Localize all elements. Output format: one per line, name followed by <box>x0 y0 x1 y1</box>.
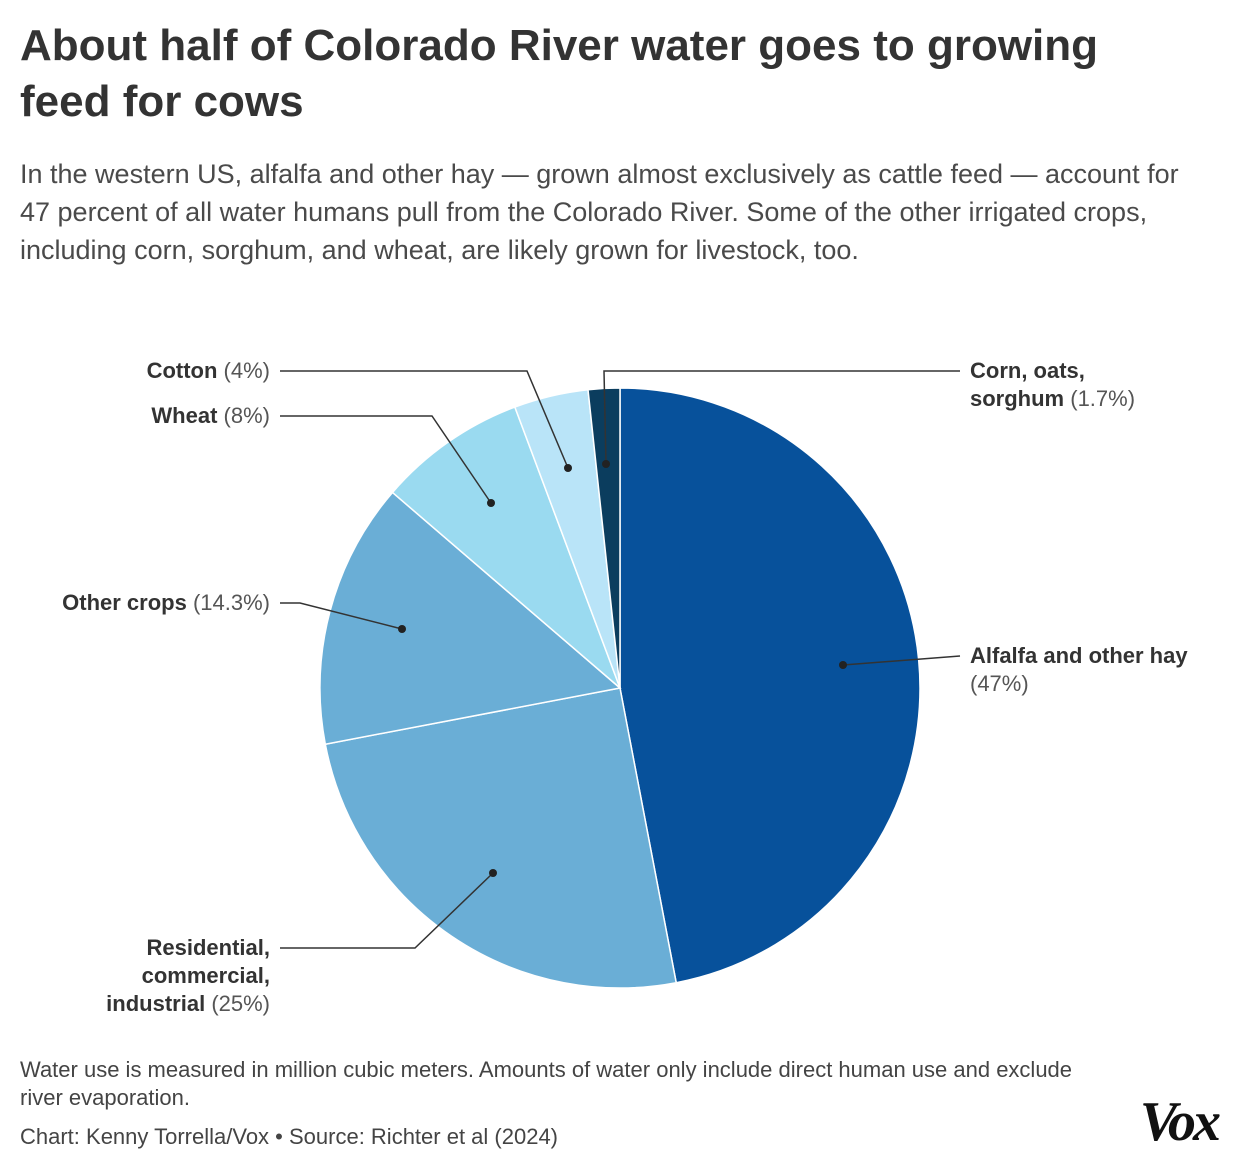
leader-line <box>280 872 494 949</box>
category-label: Corn, oats, sorghum <box>970 358 1085 411</box>
value-label: (4%) <box>223 358 270 383</box>
leader-dot <box>398 625 406 633</box>
value-label: (14.3%) <box>192 590 270 615</box>
leader-line <box>603 370 960 465</box>
chart-title: About half of Colorado River water goes … <box>20 21 1099 126</box>
leader-line <box>280 602 403 630</box>
leader-line <box>280 370 569 469</box>
pie-slice <box>619 387 921 984</box>
leader-dot <box>602 460 610 468</box>
leader-dot <box>487 499 495 507</box>
slice-label: Alfalfa and other hay (47%) <box>970 642 1190 698</box>
category-label: Other crops <box>62 590 187 615</box>
leader-dot <box>489 869 497 877</box>
category-label: Wheat <box>151 403 218 428</box>
leader-dot <box>839 661 847 669</box>
category-label: Residential, commercial, industrial <box>106 935 270 1016</box>
pie-slice <box>391 406 621 689</box>
pie-slice <box>324 687 678 989</box>
slice-label: Other crops (14.3%) <box>10 589 270 617</box>
chart-note: Water use is measured in million cubic m… <box>20 1057 1073 1110</box>
value-label: (8%) <box>223 403 270 428</box>
leader-line <box>842 655 961 666</box>
leader-line <box>280 415 492 504</box>
category-label: Cotton <box>146 358 218 383</box>
chart-subtitle: In the western US, alfalfa and other hay… <box>20 159 1179 265</box>
slice-label: Wheat (8%) <box>70 402 270 430</box>
leader-dot <box>564 464 572 472</box>
chart-credit: Chart: Kenny Torrella/Vox • Source: Rich… <box>20 1124 559 1149</box>
slice-label: Cotton (4%) <box>70 357 270 385</box>
value-label: (1.7%) <box>1070 386 1136 411</box>
logo: Vox <box>1139 1091 1221 1153</box>
value-label: (25%) <box>211 991 270 1016</box>
category-label: Alfalfa and other hay <box>970 643 1188 668</box>
value-label: (47%) <box>970 671 1029 696</box>
slice-label: Residential, commercial, industrial (25%… <box>70 934 270 1018</box>
slice-label: Corn, oats, sorghum (1.7%) <box>970 357 1170 413</box>
